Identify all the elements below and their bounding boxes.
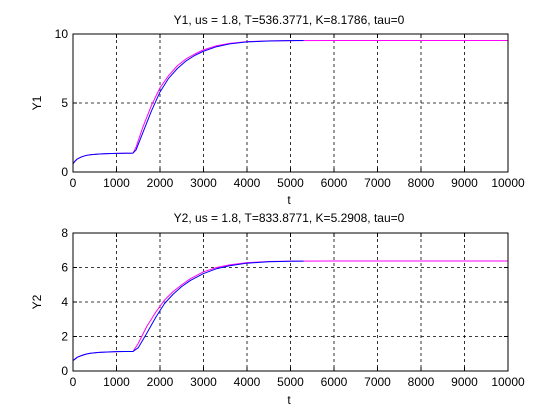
tick-labels: 0 1000 2000 3000 4000 5000 6000 7000 8000 9000 100… xyxy=(55,27,525,190)
x-tick-label: 6000 xyxy=(321,176,348,190)
tick-labels: 0 1000 2000 3000 4000 5000 6000 7000 8000 9000 100… xyxy=(61,226,525,389)
grid xyxy=(73,34,508,172)
grid xyxy=(73,233,508,371)
x-tick-label: 7000 xyxy=(364,176,391,190)
subplot-y1: Y1, us = 1.8, T=536.3771, K=8.1786, tau=… xyxy=(30,13,525,207)
x-tick-label: 3000 xyxy=(190,176,217,190)
x-tick-label: 4000 xyxy=(234,176,261,190)
series-line-2 xyxy=(72,39,304,165)
x-tick-label: 2000 xyxy=(147,375,174,389)
x-tick-label: 10000 xyxy=(491,375,525,389)
x-tick-label: 8000 xyxy=(408,375,435,389)
y-tick-label: 8 xyxy=(61,226,68,240)
tick-marks xyxy=(72,33,509,173)
y-axis-label: Y2 xyxy=(30,294,44,309)
x-tick-label: 4000 xyxy=(234,375,261,389)
y-tick-label: 0 xyxy=(61,165,68,179)
x-axis-label: t xyxy=(287,193,291,207)
tick-marks xyxy=(72,232,509,372)
x-tick-label: 6000 xyxy=(321,375,348,389)
x-tick-label: 9000 xyxy=(451,375,478,389)
chart-title: Y1, us = 1.8, T=536.3771, K=8.1786, tau=… xyxy=(174,13,405,27)
x-tick-label: 7000 xyxy=(364,375,391,389)
y-tick-label: 6 xyxy=(61,261,68,275)
x-axis-label: t xyxy=(287,393,291,407)
y-tick-label: 0 xyxy=(61,364,68,378)
series-line-2 xyxy=(72,260,304,362)
y-tick-label: 4 xyxy=(61,295,68,309)
y-axis-label: Y1 xyxy=(30,95,44,110)
x-tick-label: 1000 xyxy=(103,375,130,389)
x-tick-label: 2000 xyxy=(147,176,174,190)
x-tick-label: 0 xyxy=(70,375,77,389)
x-tick-label: 10000 xyxy=(491,176,525,190)
x-tick-label: 3000 xyxy=(190,375,217,389)
x-tick-label: 8000 xyxy=(408,176,435,190)
chart-title: Y2, us = 1.8, T=833.8771, K=5.2908, tau=… xyxy=(174,211,405,225)
y-tick-label: 10 xyxy=(55,27,69,41)
series-group xyxy=(72,39,508,165)
x-tick-label: 1000 xyxy=(103,176,130,190)
y-tick-label: 2 xyxy=(61,330,68,344)
x-tick-label: 5000 xyxy=(277,375,304,389)
y-tick-label: 5 xyxy=(61,96,68,110)
series-group xyxy=(72,260,508,362)
x-tick-label: 5000 xyxy=(277,176,304,190)
x-tick-label: 0 xyxy=(70,176,77,190)
x-tick-label: 9000 xyxy=(451,176,478,190)
subplot-y2: Y2, us = 1.8, T=833.8771, K=5.2908, tau=… xyxy=(30,211,525,407)
